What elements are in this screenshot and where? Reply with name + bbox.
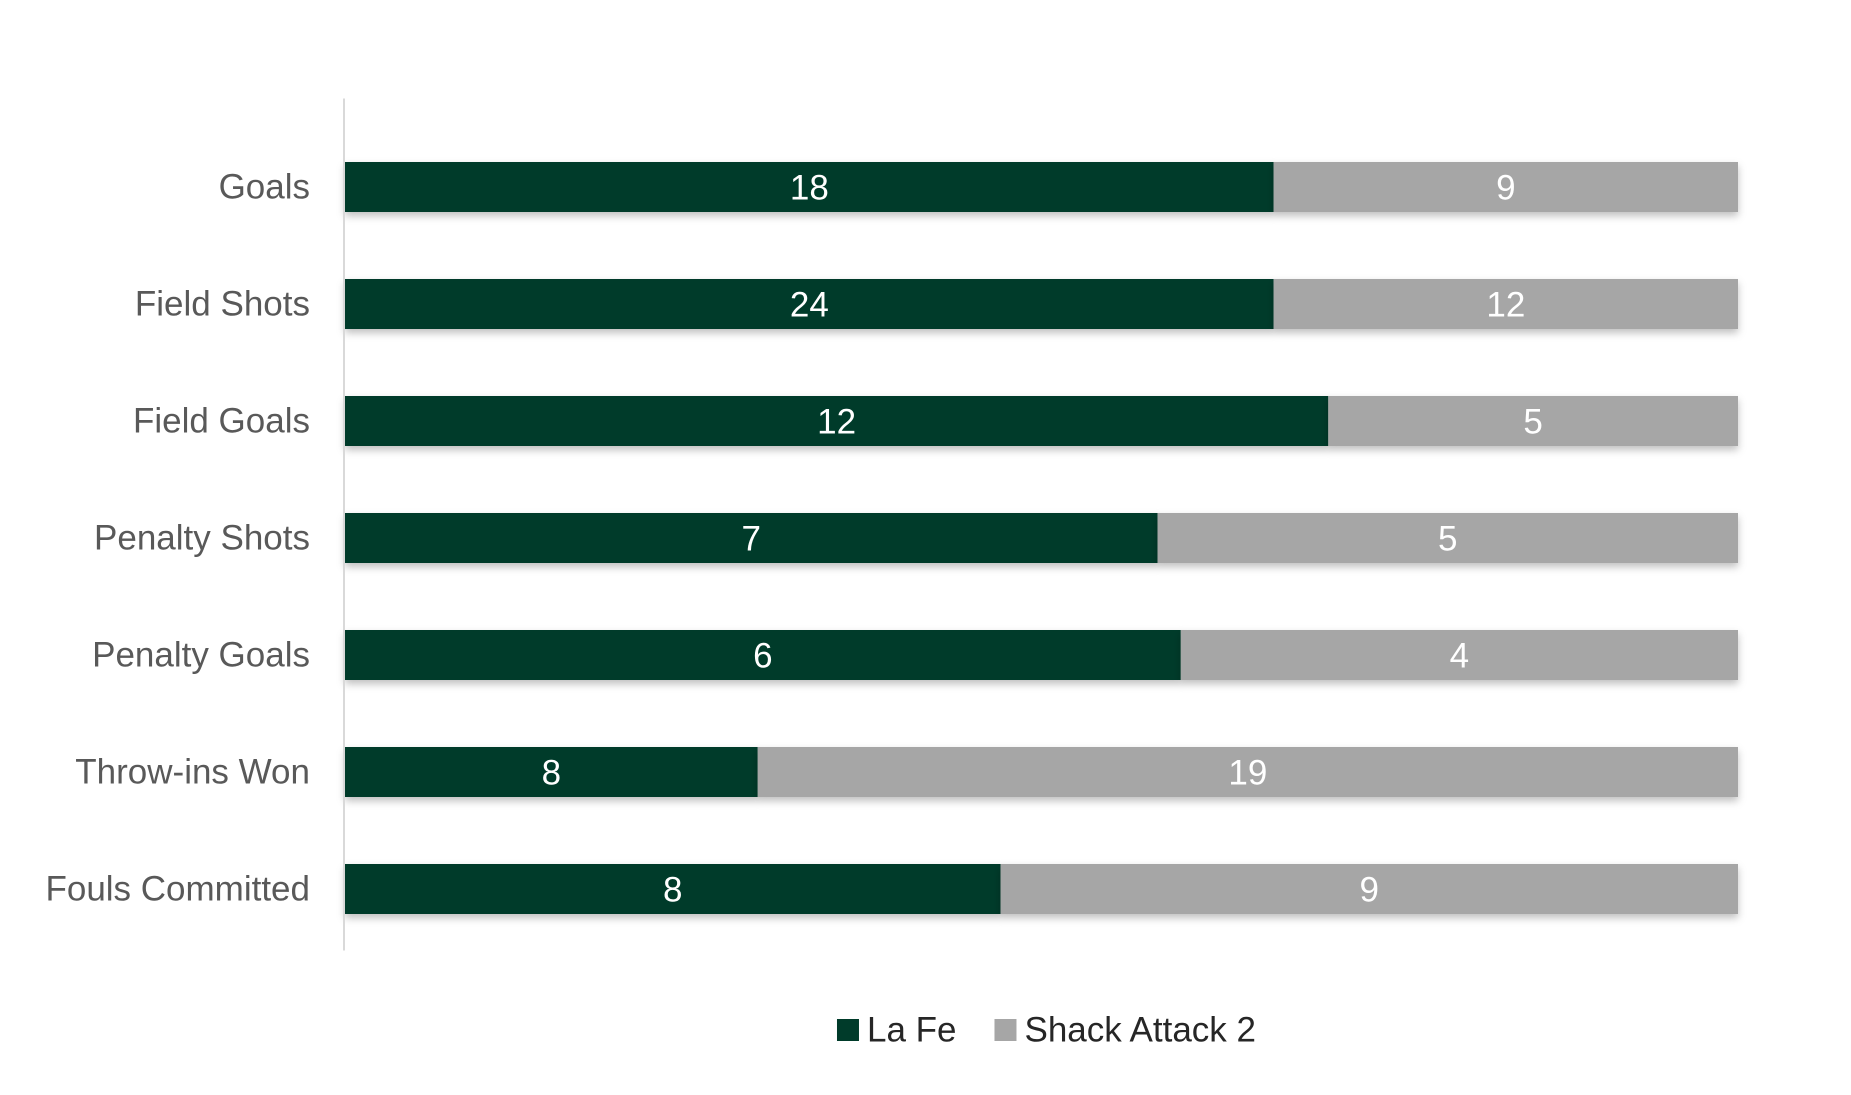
legend-label-la-fe: La Fe [867,1011,957,1050]
data-label-shack-attack-2-field-shots: 12 [1486,286,1525,325]
category-label-goals: Goals [219,168,310,207]
bar-shack-attack-2-field-shots [1273,279,1738,329]
bar-shack-attack-2-throw-ins-won [757,747,1738,797]
bar-la-fe-throw-ins-won [345,747,758,797]
bar-la-fe-fouls-committed [345,864,1001,914]
data-label-shack-attack-2-penalty-shots: 5 [1438,520,1457,559]
category-label-fouls-committed: Fouls Committed [45,870,310,909]
legend-swatch-la-fe [836,1019,859,1041]
data-label-la-fe-penalty-shots: 7 [742,520,761,559]
bar-shack-attack-2-penalty-goals [1180,630,1738,680]
data-label-la-fe-goals: 18 [790,169,829,208]
data-label-la-fe-fouls-committed: 8 [663,871,682,910]
legend-label-shack-attack-2: Shack Attack 2 [1024,1011,1256,1050]
category-label-field-goals: Field Goals [133,402,310,441]
legend: La Fe Shack Attack 2 [836,1011,1256,1050]
bar-la-fe-field-goals [345,396,1329,446]
data-label-shack-attack-2-throw-ins-won: 19 [1228,754,1267,793]
bar-shack-attack-2-field-goals [1328,396,1738,446]
bars-layer [345,162,1738,914]
category-label-penalty-goals: Penalty Goals [92,636,310,675]
data-label-shack-attack-2-goals: 9 [1496,169,1515,208]
data-label-la-fe-field-shots: 24 [790,286,829,325]
data-label-shack-attack-2-fouls-committed: 9 [1360,871,1379,910]
bar-shack-attack-2-penalty-shots [1157,513,1738,563]
data-label-shack-attack-2-penalty-goals: 4 [1450,637,1469,676]
data-label-la-fe-penalty-goals: 6 [753,637,772,676]
category-label-throw-ins-won: Throw-ins Won [75,753,310,792]
bar-la-fe-goals [345,162,1274,212]
category-label-field-shots: Field Shots [135,285,310,324]
category-label-penalty-shots: Penalty Shots [94,519,310,558]
labels-layer: Goals 18 9 Field Shots 24 12 Field Goals 12 5 Pen… [45,168,1542,910]
bar-la-fe-penalty-shots [345,513,1158,563]
bar-la-fe-field-shots [345,279,1274,329]
data-label-la-fe-throw-ins-won: 8 [542,754,561,793]
bar-shack-attack-2-goals [1273,162,1738,212]
legend-swatch-shack-attack-2 [994,1019,1017,1041]
legend-item-la-fe: La Fe [836,1011,957,1050]
bar-la-fe-penalty-goals [345,630,1181,680]
legend-item-shack-attack-2: Shack Attack 2 [994,1011,1256,1050]
data-label-shack-attack-2-field-goals: 5 [1523,403,1542,442]
bar-shack-attack-2-fouls-committed [1000,864,1738,914]
data-label-la-fe-field-goals: 12 [817,403,856,442]
